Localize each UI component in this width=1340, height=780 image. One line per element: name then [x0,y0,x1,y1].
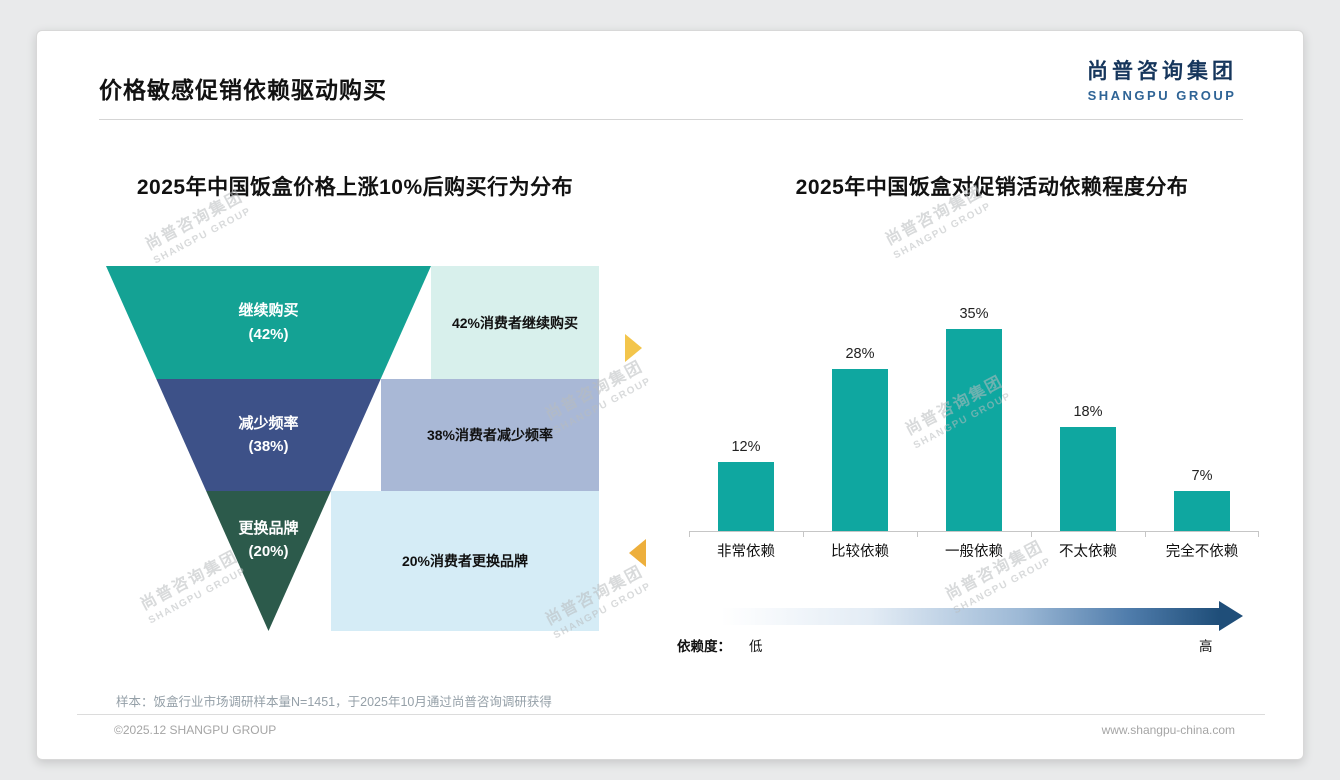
funnel-level-1: 继续购买 (42%) [106,266,431,379]
funnel-level-name: 继续购买 [238,302,299,320]
funnel-chart: 继续购买 (42%) 减少频率 (38%) 更换品牌 (20%) [106,266,431,631]
bar-category-row: 非常依赖 比较依赖 一般依赖 不太依赖 完全不依赖 [689,540,1259,561]
arrow-right-icon [625,334,642,362]
bar-value-label: 35% [959,306,989,322]
funnel-annotation-box: 38%消费者减少频率 [381,379,599,491]
slide: 价格敏感促销依赖驱动购买 尚普咨询集团 SHANGPU GROUP 2025年中… [36,30,1304,760]
bar [1174,491,1230,531]
bar-category-label: 比较依赖 [831,544,889,560]
bar-category-label: 不太依赖 [1059,544,1117,560]
funnel-level-pct: (20%) [248,543,289,561]
dependency-gradient-arrow [721,608,1219,625]
dependency-low-label: 低 [749,639,763,654]
axis-tick [1145,531,1146,537]
funnel-annotation-box: 20%消费者更换品牌 [331,491,599,631]
logo-en-text: SHANGPU GROUP [1087,88,1237,103]
bar [946,329,1002,531]
bar [832,369,888,531]
bar-category-label: 完全不依赖 [1165,544,1239,560]
funnel-level-pct: (42%) [248,325,289,343]
bar-value-label: 28% [845,346,875,362]
footer-divider [77,714,1265,715]
bar-column: 28% [803,289,917,531]
x-axis-line [689,531,1259,532]
bar-column: 18% [1031,289,1145,531]
bar-column: 12% [689,289,803,531]
axis-tick [689,531,690,537]
funnel-level-pct: (38%) [248,438,289,455]
website-text: www.shangpu-china.com [1101,723,1235,737]
bar-value-label: 12% [731,439,761,455]
funnel-annotation-box: 42%消费者继续购买 [431,266,599,379]
axis-tick [803,531,804,537]
bar-value-label: 7% [1191,468,1213,484]
bar [1060,427,1116,531]
funnel-level-3: 更换品牌 (20%) [206,491,331,631]
axis-tick [1258,531,1259,537]
bar-category-label: 非常依赖 [717,544,775,560]
axis-tick [1031,531,1032,537]
company-logo: 尚普咨询集团 SHANGPU GROUP [1087,55,1237,103]
sample-note: 样本：饭盒行业市场调研样本量N=1451，于2025年10月通过尚普咨询调研获得 [116,695,552,709]
copyright-text: ©2025.12 SHANGPU GROUP [114,723,277,737]
funnel-chart-title: 2025年中国饭盒价格上涨10%后购买行为分布 [136,176,574,199]
header-divider [99,119,1243,120]
page-title: 价格敏感促销依赖驱动购买 [99,77,387,103]
funnel-level-2: 减少频率 (38%) [156,379,381,491]
bar-category-label: 一般依赖 [945,544,1003,560]
bar-column: 7% [1145,289,1259,531]
dependency-arrow-head-icon [1219,601,1243,631]
bar-column: 35% [917,289,1031,531]
bar-chart-plot: 12% 28% 35% 18% 7% [689,289,1259,531]
dependency-axis-label: 依赖度： [677,639,731,654]
logo-cn-text: 尚普咨询集团 [1087,60,1237,83]
funnel-level-name: 减少频率 [238,414,299,432]
arrow-left-icon [629,539,646,567]
funnel-level-name: 更换品牌 [238,520,299,537]
bar [718,462,774,531]
axis-tick [917,531,918,537]
bar-value-label: 18% [1073,404,1103,420]
dependency-high-label: 高 [1199,639,1213,654]
bar-chart-title: 2025年中国饭盒对促销活动依赖程度分布 [795,176,1189,199]
